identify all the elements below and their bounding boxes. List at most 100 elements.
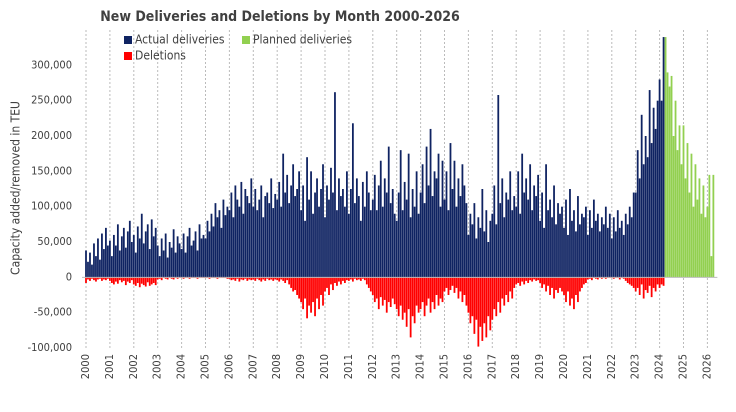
bar [537, 277, 540, 281]
bar [188, 227, 191, 278]
bar [628, 277, 631, 285]
bar [459, 196, 462, 278]
bar [590, 227, 593, 278]
bar [272, 208, 275, 278]
bar [172, 229, 175, 278]
y-tick-label: -50,000 [34, 306, 72, 319]
legend-label: Actual deliveries [135, 33, 225, 47]
bar [118, 277, 121, 281]
bar [338, 277, 340, 282]
bar [93, 243, 95, 278]
bar [318, 277, 320, 310]
bar [507, 277, 510, 303]
bar [369, 277, 372, 292]
bar [411, 189, 414, 278]
bar [509, 277, 512, 292]
bar [455, 206, 458, 278]
bar [630, 217, 633, 278]
bar [431, 196, 434, 278]
bar [250, 178, 253, 278]
bar [431, 277, 434, 303]
bar [672, 136, 675, 278]
bar [525, 277, 528, 281]
bar [684, 178, 687, 278]
bar [513, 277, 516, 288]
bar [377, 277, 380, 310]
bar [700, 213, 703, 278]
bar [451, 189, 454, 278]
bar [328, 199, 330, 278]
bar [459, 277, 462, 292]
bar [124, 277, 127, 286]
bar [525, 178, 528, 278]
bar [342, 189, 344, 278]
bar [491, 213, 494, 278]
x-tick-label: 2007 [246, 354, 259, 379]
bar [126, 277, 129, 282]
bar [122, 227, 125, 278]
bar [260, 185, 263, 278]
bar [242, 213, 245, 278]
bar [567, 277, 569, 292]
bar [246, 196, 249, 278]
bar [128, 277, 131, 283]
bar [531, 277, 534, 282]
bar [154, 227, 157, 278]
bar [668, 86, 671, 278]
bar [288, 277, 291, 285]
bar [533, 185, 536, 278]
bar [425, 146, 428, 278]
bar [308, 199, 310, 278]
bar [138, 277, 141, 288]
x-tick-label: 2025 [677, 354, 690, 379]
x-tick-label: 2006 [222, 354, 235, 379]
bar [565, 277, 567, 303]
bar [164, 233, 167, 278]
bar [497, 277, 500, 303]
bar [144, 231, 147, 278]
bar [383, 178, 386, 278]
bar [246, 277, 249, 281]
bar [387, 277, 390, 303]
bar [385, 277, 388, 313]
bar [152, 236, 155, 278]
bar [248, 277, 251, 280]
bar [322, 164, 324, 278]
bar [477, 217, 480, 278]
bar [521, 277, 524, 282]
bar [302, 185, 304, 278]
bar [573, 277, 575, 310]
y-tick-label: 150,000 [31, 164, 72, 177]
bar [646, 277, 649, 293]
bar [441, 277, 444, 303]
bar [105, 227, 107, 278]
bar [644, 136, 647, 278]
bar [415, 171, 418, 278]
bar [304, 220, 306, 278]
bar [258, 277, 261, 281]
bar [282, 153, 285, 278]
bar [467, 277, 470, 313]
bar [608, 213, 611, 278]
bar [154, 277, 157, 286]
bar [491, 277, 494, 320]
x-tick-label: 2009 [294, 354, 307, 379]
bar [415, 277, 418, 306]
bar [590, 277, 593, 281]
bar [330, 167, 332, 278]
bar [569, 189, 571, 278]
bar [579, 224, 581, 278]
bar [284, 192, 287, 278]
bar [636, 277, 639, 288]
bar [577, 277, 579, 303]
bar [656, 277, 659, 285]
bar [710, 256, 713, 278]
y-tick-label: 250,000 [31, 94, 72, 107]
bar [399, 150, 402, 278]
bar [330, 277, 332, 285]
bar [708, 174, 711, 278]
bar [688, 192, 691, 278]
bar [676, 150, 679, 278]
bar [547, 210, 549, 278]
bar [222, 199, 225, 278]
